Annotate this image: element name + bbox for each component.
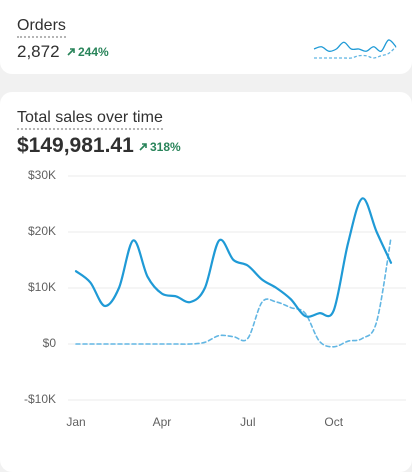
arrow-icon xyxy=(139,143,147,151)
x-tick-label: Apr xyxy=(153,415,172,429)
x-tick-label: Jul xyxy=(240,415,255,429)
metric-value: 2,872 xyxy=(17,42,60,61)
card-title: Total sales over time xyxy=(17,109,163,130)
line-series xyxy=(74,197,393,318)
y-tick-label: -$10K xyxy=(24,392,56,406)
change: 244% xyxy=(66,45,109,59)
arrow-icon xyxy=(67,48,75,56)
y-tick-label: $30K xyxy=(28,168,56,182)
orders-card[interactable]: Orders 2,872 244% xyxy=(0,0,412,74)
sparkline-series xyxy=(313,39,397,53)
change: 318% xyxy=(138,140,181,154)
line-series xyxy=(75,236,392,348)
card-title: Orders xyxy=(17,17,66,38)
y-tick-label: $20K xyxy=(28,224,56,238)
change-value: 318% xyxy=(150,140,181,154)
y-tick-label: $0 xyxy=(43,336,57,350)
x-tick-label: Jan xyxy=(66,415,85,429)
change-value: 244% xyxy=(78,45,109,59)
chart: -$10K $0 $10K $20K $30K Jan Apr Jul Oct xyxy=(24,168,406,429)
sparkline-series xyxy=(313,46,397,59)
sparkline xyxy=(313,39,397,59)
x-tick-label: Oct xyxy=(324,415,343,429)
y-tick-label: $10K xyxy=(28,280,56,294)
metric-value: $149,981.41 xyxy=(17,134,134,157)
